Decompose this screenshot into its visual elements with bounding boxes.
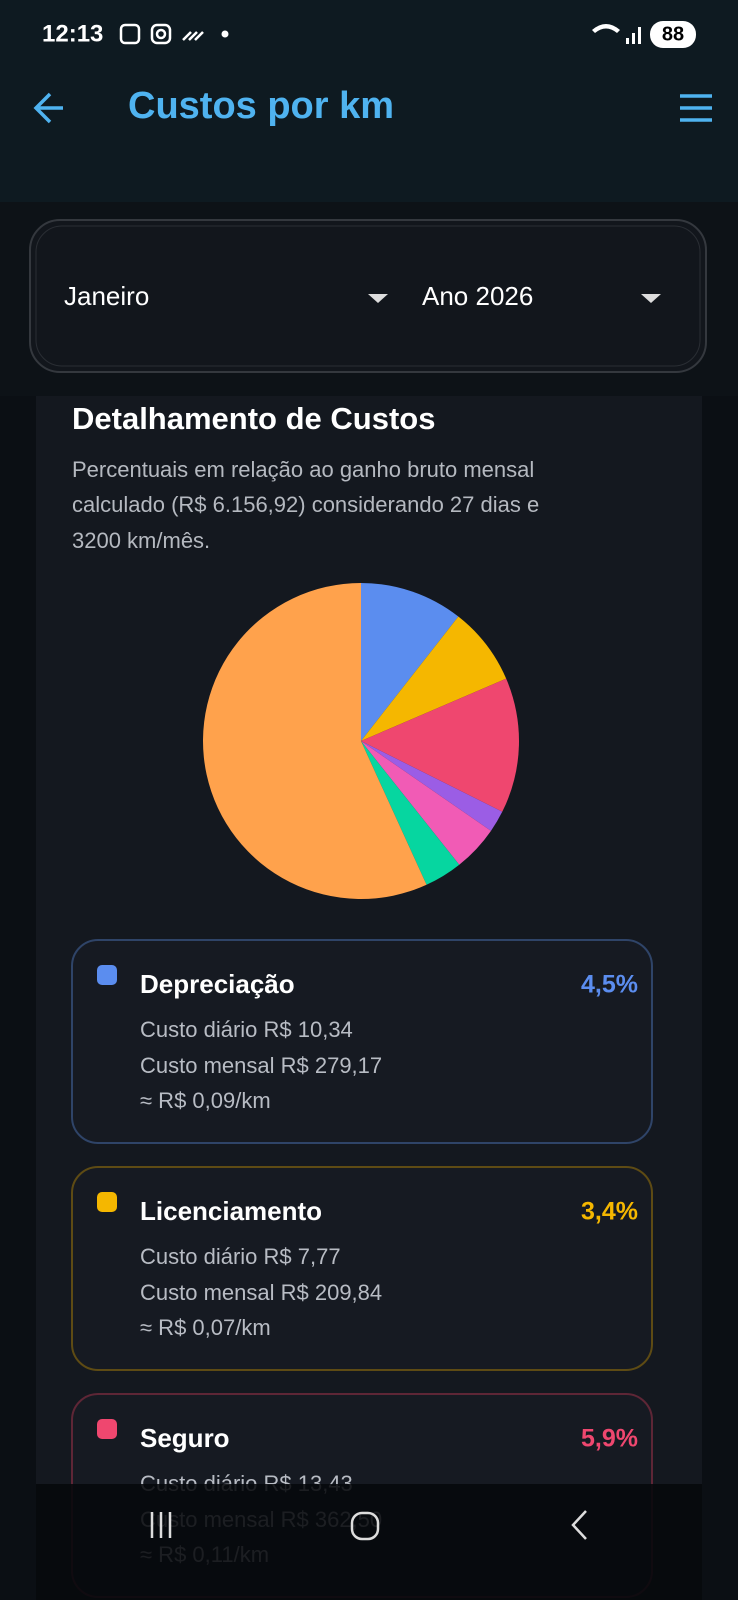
app-bar bbox=[0, 0, 738, 202]
back-nav-button[interactable] bbox=[571, 1510, 587, 1540]
pie-slice bbox=[361, 741, 460, 885]
section-title: Detalhamento de Custos bbox=[72, 401, 435, 436]
page-title: Custos por km bbox=[128, 85, 394, 127]
year-dropdown-icon[interactable] bbox=[641, 294, 661, 303]
status-time: 12:13 bbox=[42, 20, 103, 47]
cost-color-dot bbox=[97, 1419, 117, 1439]
menu-button[interactable] bbox=[680, 94, 712, 122]
pie-slice bbox=[361, 741, 503, 831]
battery bbox=[650, 21, 696, 48]
home-button[interactable] bbox=[350, 1511, 380, 1541]
cost-per-km: ≈ R$ 0,09/km bbox=[140, 1088, 271, 1113]
battery-level: 88 bbox=[662, 23, 684, 45]
status-dot bbox=[221, 30, 229, 38]
cost-color-dot bbox=[97, 1192, 117, 1212]
cost-percent: 3,4% bbox=[581, 1198, 638, 1226]
cost-card bbox=[71, 1166, 653, 1371]
month-select[interactable]: Janeiro bbox=[64, 281, 149, 311]
recent-apps-button[interactable] bbox=[150, 1512, 172, 1538]
cost-name: Seguro bbox=[140, 1423, 230, 1453]
section-description: 3200 km/mês. bbox=[72, 528, 210, 553]
pie-slice bbox=[361, 678, 519, 812]
section-description: calculado (R$ 6.156,92) considerando 27 … bbox=[72, 492, 539, 517]
pie-slice bbox=[361, 616, 507, 741]
cost-name: Depreciação bbox=[140, 969, 295, 999]
cost-monthly: Custo mensal R$ 279,17 bbox=[140, 1053, 382, 1078]
back-button[interactable] bbox=[33, 92, 63, 124]
section-description: Percentuais em relação ao ganho bruto me… bbox=[72, 457, 534, 482]
month-dropdown-icon[interactable] bbox=[368, 294, 388, 303]
cost-monthly: Custo mensal R$ 209,84 bbox=[140, 1280, 382, 1305]
cost-per-km: ≈ R$ 0,07/km bbox=[140, 1315, 271, 1340]
filter-card bbox=[29, 219, 707, 373]
pie-slice bbox=[203, 583, 427, 900]
cost-daily: Custo diário R$ 7,77 bbox=[140, 1244, 341, 1269]
cost-daily: Custo diário R$ 10,34 bbox=[140, 1017, 353, 1042]
pie-slice bbox=[361, 583, 459, 741]
pie-slice bbox=[361, 741, 491, 865]
cost-card bbox=[71, 939, 653, 1144]
cost-percent: 4,5% bbox=[581, 971, 638, 999]
nav-bar bbox=[36, 1484, 702, 1600]
signal-icons bbox=[592, 24, 641, 44]
filter-card-inner bbox=[35, 225, 701, 367]
cost-color-dot bbox=[97, 965, 117, 985]
cost-percent: 5,9% bbox=[581, 1425, 638, 1453]
year-select[interactable]: Ano 2026 bbox=[422, 281, 533, 311]
cost-name: Licenciamento bbox=[140, 1196, 322, 1226]
status-icons bbox=[119, 23, 204, 45]
